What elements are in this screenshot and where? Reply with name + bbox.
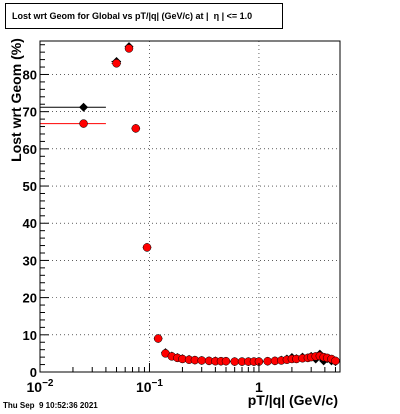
data-point-circle xyxy=(124,44,134,53)
y-tick-label: 30 xyxy=(23,253,37,268)
y-tick-label: 20 xyxy=(23,291,37,306)
data-point-circle xyxy=(131,124,141,133)
data-point-circle xyxy=(331,356,340,366)
y-tick-label: 40 xyxy=(23,216,37,231)
chart-title: Lost wrt Geom for Global vs pT/|q| (GeV/… xyxy=(5,3,283,29)
y-tick-label: 80 xyxy=(23,67,37,82)
data-point-circle xyxy=(79,119,88,128)
data-layer xyxy=(40,42,340,367)
x-tick-label: 10−1 xyxy=(136,378,163,395)
series-red-circle xyxy=(40,44,340,366)
data-point-circle xyxy=(153,334,163,343)
y-tick-label: 50 xyxy=(23,179,37,194)
timestamp: Thu Sep 9 10:52:36 2021 xyxy=(3,401,98,410)
series-black-diamond xyxy=(40,42,340,367)
grid-lines xyxy=(39,41,340,373)
y-tick-label: 0 xyxy=(30,365,37,380)
data-point-circle xyxy=(230,357,239,366)
plot-frame xyxy=(39,40,341,373)
x-tick-label: 1 xyxy=(255,379,263,395)
x-axis-label: pT/|q| (GeV/c) xyxy=(248,392,338,408)
data-point-circle xyxy=(263,356,272,366)
y-axis-label: Lost wrt Geom (%) xyxy=(8,38,24,162)
data-point-circle xyxy=(112,59,121,68)
y-tick-label: 60 xyxy=(23,142,37,157)
y-tick-label: 70 xyxy=(23,105,37,120)
data-point-circle xyxy=(221,356,231,366)
y-tick-label: 10 xyxy=(23,328,37,343)
data-point-diamond xyxy=(79,102,89,112)
axis-layer: 0 10 20 30 40 50 60 70 80 10−2 10−1 1 xyxy=(23,44,336,395)
data-point-circle xyxy=(142,243,152,252)
x-tick-label: 10−2 xyxy=(27,378,54,395)
data-point-circle xyxy=(197,356,206,365)
